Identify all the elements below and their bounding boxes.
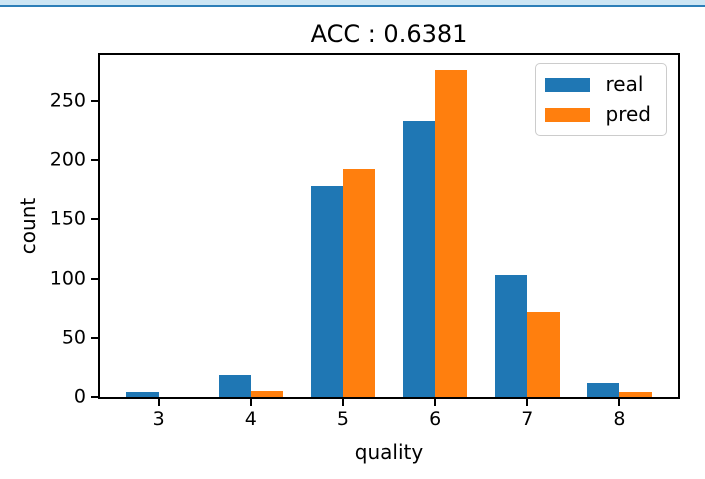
x-tick-5 (341, 399, 344, 406)
bar-chart-figure: ACC : 0.6381 count real pred 3 4 5 6 7 8 0 50 100… (0, 7, 705, 479)
top-accent-bar (0, 0, 705, 7)
y-tick-label-100: 100 (49, 267, 86, 290)
y-tick-150 (91, 218, 98, 221)
x-tick-label-8: 8 (613, 408, 626, 430)
legend-label-real: real (605, 72, 644, 96)
x-tick-4 (249, 399, 252, 406)
y-tick-label-250: 250 (49, 89, 86, 112)
bar-real-7 (495, 275, 528, 397)
bar-real-6 (402, 121, 436, 397)
y-tick-label-50: 50 (61, 326, 86, 349)
y-tick-label-150: 150 (49, 208, 86, 231)
legend-swatch-real (544, 77, 590, 92)
legend-item-pred: pred (544, 102, 651, 126)
bar-pred-8 (619, 392, 652, 397)
y-tick-50 (91, 336, 98, 339)
legend-swatch-pred (544, 107, 590, 122)
x-tick-8 (618, 399, 621, 406)
x-tick-label-5: 5 (336, 408, 349, 430)
x-tick-6 (434, 399, 437, 406)
x-tick-7 (526, 399, 529, 406)
y-axis-label: count (16, 197, 40, 255)
bar-real-8 (587, 382, 620, 397)
y-tick-200 (91, 159, 98, 162)
y-tick-100 (91, 277, 98, 280)
legend-label-pred: pred (605, 102, 651, 126)
x-tick-label-7: 7 (521, 408, 534, 430)
legend: real pred (534, 63, 667, 136)
bar-pred-6 (435, 70, 468, 397)
bar-real-3 (126, 392, 159, 397)
plot-area: real pred 3 4 5 6 7 8 0 50 100 150 200 250 (50, 53, 680, 429)
bar-real-5 (310, 186, 343, 397)
bar-pred-7 (527, 311, 560, 397)
y-tick-label-0: 0 (73, 385, 86, 408)
x-axis-label: quality (354, 440, 424, 464)
x-tick-3 (157, 399, 160, 406)
y-tick-0 (91, 396, 98, 398)
y-tick-250 (91, 100, 98, 103)
bar-real-4 (218, 374, 251, 397)
x-tick-label-3: 3 (152, 408, 165, 430)
bar-pred-4 (250, 391, 284, 397)
bar-pred-5 (342, 168, 376, 397)
chart-title: ACC : 0.6381 (310, 20, 468, 48)
x-tick-label-6: 6 (429, 408, 442, 430)
legend-item-real: real (544, 72, 651, 96)
y-tick-label-200: 200 (49, 148, 86, 171)
x-tick-label-4: 4 (244, 408, 257, 430)
